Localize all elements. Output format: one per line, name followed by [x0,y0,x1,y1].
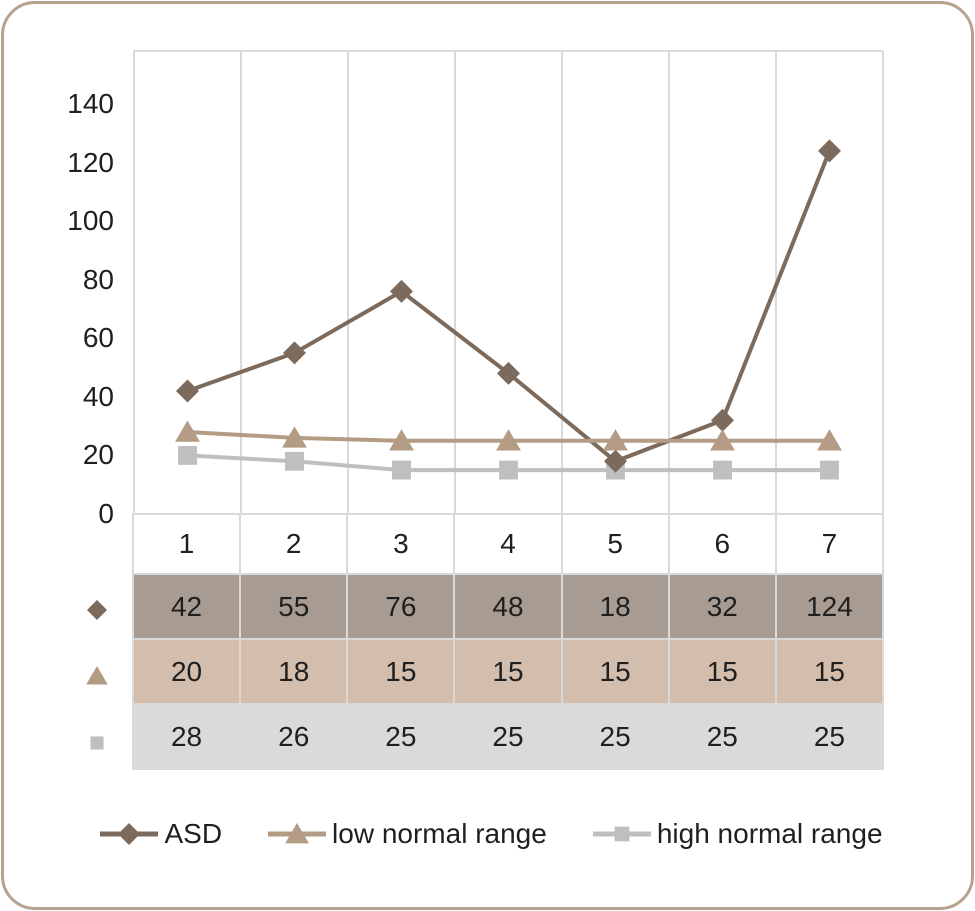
diamond-icon [100,821,159,847]
table-cell: 124 [774,573,885,640]
table-cell: 18 [560,573,670,640]
table-cell: 28 [131,703,242,770]
legend: ASD low normal range high normal range [4,818,971,850]
table-cell: 25 [453,703,563,770]
y-axis-tick: 60 [82,322,114,353]
table-row-high-normal-range: 28 26 25 25 25 25 25 [131,703,885,770]
table-cell: 32 [667,573,777,640]
legend-label: ASD [164,818,223,849]
category-cell: 4 [453,513,563,575]
legend-item-low-normal-range: low normal range [268,818,547,850]
table-cell: 76 [346,573,456,640]
triangle-icon [268,821,327,847]
table-cell: 15 [667,638,777,705]
table-header-row: 1 2 3 4 5 6 7 [131,513,885,575]
square-icon [592,821,651,847]
y-axis-tick: 80 [82,264,114,295]
table-cell: 15 [346,638,456,705]
table-cell: 15 [560,638,670,705]
square-icon [86,732,108,754]
category-cell: 3 [346,513,456,575]
data-table: 1 2 3 4 5 6 7 42 55 76 48 18 32 124 20 1… [131,513,885,770]
line-plot [133,50,884,515]
legend-item-high-normal-range: high normal range [592,818,883,850]
category-cell: 5 [560,513,670,575]
table-cell: 25 [346,703,456,770]
table-cell: 55 [239,573,349,640]
category-cell: 1 [131,513,242,575]
table-cell: 25 [667,703,777,770]
legend-label: low normal range [332,818,547,849]
y-axis-tick: 140 [67,88,114,119]
table-cell: 42 [131,573,242,640]
table-cell: 15 [774,638,885,705]
y-axis-tick: 40 [82,381,114,412]
triangle-icon [86,665,108,687]
y-axis-tick: 100 [67,205,114,236]
table-cell: 26 [239,703,349,770]
category-cell: 6 [667,513,777,575]
table-cell: 15 [453,638,563,705]
category-cell: 7 [774,513,885,575]
table-row-low-normal-range: 20 18 15 15 15 15 15 [131,638,885,705]
diamond-icon [86,599,108,621]
table-row-asd: 42 55 76 48 18 32 124 [131,573,885,640]
category-cell: 2 [239,513,349,575]
table-cell: 48 [453,573,563,640]
legend-item-asd: ASD [100,818,222,850]
table-cell: 25 [774,703,885,770]
y-axis-tick: 0 [98,498,114,529]
table-cell: 20 [131,638,242,705]
table-cell: 18 [239,638,349,705]
legend-label: high normal range [656,818,883,849]
table-cell: 25 [560,703,670,770]
y-axis-tick: 120 [67,147,114,178]
y-axis-tick: 20 [82,439,114,470]
